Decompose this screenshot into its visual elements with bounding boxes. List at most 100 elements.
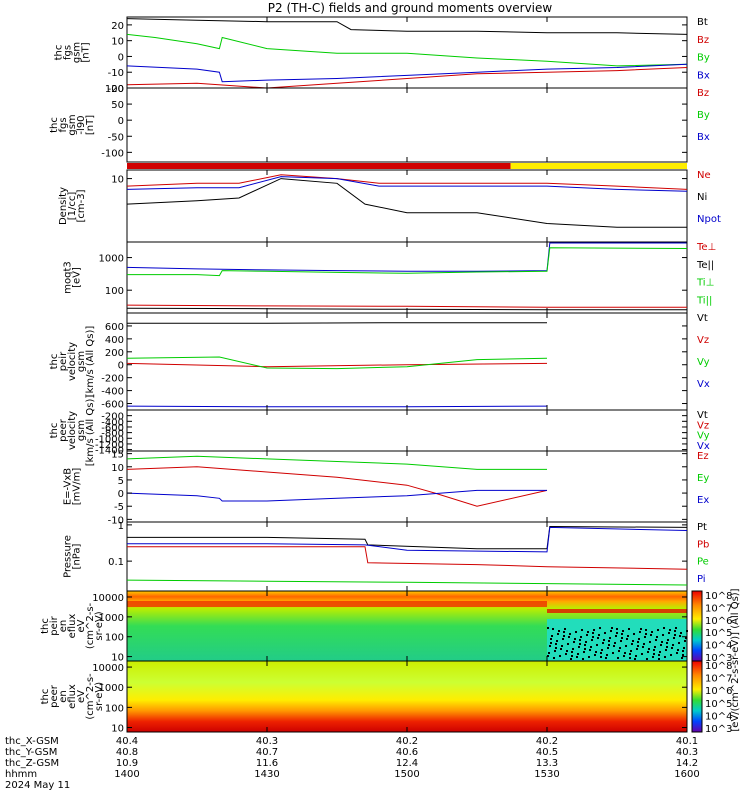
spectrogram-noise <box>585 641 587 643</box>
spectrogram-noise <box>645 629 647 631</box>
legend-Ti⊥: Ti⊥ <box>696 278 714 289</box>
spectrogram-noise <box>582 658 584 660</box>
ytick-label: -200 <box>101 374 124 385</box>
ylabel-line: sr-eV) <box>94 611 105 640</box>
footer-row-label: thc_Y-GSM <box>5 747 57 758</box>
footer-value: 13.3 <box>536 758 558 769</box>
ytick-label: 10 <box>111 175 124 186</box>
panel-frame <box>126 312 688 411</box>
ylabel-line: velocity <box>67 342 78 381</box>
legend-Vz: Vz <box>697 335 709 346</box>
ylabel-line: fgs <box>63 45 74 60</box>
series-Pb <box>127 546 688 570</box>
ytick-label: -20 <box>108 84 124 95</box>
spectrogram-noise <box>667 639 669 641</box>
ylabel-line: eV <box>76 619 87 632</box>
series-By <box>126 33 688 67</box>
colorbar-tick: 10^7 <box>705 674 732 685</box>
spectrogram-noise <box>596 644 598 646</box>
ylabel-line: peir <box>49 615 60 635</box>
ylabel-line: en <box>58 690 69 703</box>
panel-efield: 15 10 5 0 -5 -10 E=-VxB[mV/m] Ez Ey Ex <box>63 450 710 527</box>
panel-peer-eflux: 10000 1000 100 10 thcpeerenefluxeV(cm^2-s-sr… <box>40 660 688 735</box>
spectrogram-noise <box>637 645 639 647</box>
spectrogram-noise <box>608 644 610 646</box>
colorbar-tick: 10^8 <box>705 661 732 672</box>
spectrogram-noise <box>594 654 596 656</box>
ylabel-line: thc <box>49 354 60 370</box>
spectrogram-noise <box>676 652 678 654</box>
spectrogram-noise <box>568 636 570 638</box>
spectrogram-noise <box>669 629 671 631</box>
legend-Pb: Pb <box>697 539 709 550</box>
spectrogram-noise <box>628 628 630 630</box>
colorbar-tick: 10^5 <box>705 628 732 639</box>
footer-value: 10.9 <box>116 758 138 769</box>
spectrogram-noise <box>616 628 618 630</box>
ytick-label: 400 <box>105 335 124 346</box>
footer-value: 40.4 <box>116 736 138 747</box>
legend-Te⊥: Te⊥ <box>696 242 716 253</box>
spectrogram-noise <box>649 641 651 643</box>
spectrogram-noise <box>656 636 658 638</box>
spectrogram-noise <box>592 636 594 638</box>
panels: 20100-10-20thcfgsgsm[nT]BtBzByBx100500-5… <box>40 16 721 735</box>
legend-Ex: Ex <box>697 495 709 506</box>
colorbar: 10^810^710^610^510^410^310^810^710^610^5… <box>691 588 741 735</box>
footer-value: 40.2 <box>396 736 418 747</box>
spectrogram-noise <box>654 646 656 648</box>
panel-frame <box>126 409 688 452</box>
series-Te <box>126 304 687 308</box>
series-Ez <box>126 466 548 507</box>
ylabel-line: [nT] <box>81 42 92 62</box>
spectrogram-noise <box>579 643 581 645</box>
spectrogram-noise <box>673 637 675 639</box>
ylabel-line: thc <box>49 423 60 439</box>
spectrogram-noise <box>555 647 557 649</box>
spectrogram-noise <box>625 645 627 647</box>
spectrogram-noise <box>657 629 659 631</box>
spectrogram-noise <box>553 657 555 659</box>
footer-value: 40.6 <box>396 747 418 758</box>
ytick-label: -100 <box>101 148 124 159</box>
spectrogram-noise <box>555 643 557 645</box>
series-Ey <box>126 455 547 470</box>
panel-peir-eflux: 10000 1000 100 10 thcpeirenefluxeV(cm^2-s-sr… <box>40 590 688 664</box>
spectrogram-noise <box>592 632 594 634</box>
series-Npot <box>126 176 688 192</box>
ylabel-line: [km/s (All Qs)] <box>85 395 96 467</box>
spectrogram-noise <box>586 634 588 636</box>
series-Pe <box>126 579 688 586</box>
footer-value: 14.2 <box>676 758 698 769</box>
ylabel-line: Pressure <box>63 535 74 578</box>
ytick-label: 1000 <box>99 683 124 694</box>
ylabel-line: [nPa] <box>72 543 83 569</box>
spectrogram-noise <box>639 631 641 633</box>
ylabel-line: peir <box>58 351 69 371</box>
legend-Npot: Npot <box>697 214 721 225</box>
legend-Bz: Bz <box>697 88 709 99</box>
panel-status <box>127 163 687 169</box>
ytick-label: 1000 <box>99 613 124 624</box>
spectrogram-noise <box>629 653 631 655</box>
footer-value: 1430 <box>254 769 279 780</box>
ytick-label: -1200 <box>95 440 124 451</box>
ylabel-line: sr-eV) <box>94 682 105 711</box>
spectrogram-noise <box>613 645 615 647</box>
ytick-label: 100 <box>105 633 124 644</box>
series-Ti-blue <box>126 242 687 272</box>
spectrogram-noise <box>651 631 653 633</box>
ylabel-line: gsm <box>72 42 83 63</box>
spectrogram-noise <box>557 633 559 635</box>
legend-By: By <box>697 110 710 121</box>
ylabel-line: [cm-3] <box>76 189 87 222</box>
ytick-label: -600 <box>101 423 124 434</box>
spectrogram-noise <box>680 632 682 634</box>
series-Ni <box>126 178 687 228</box>
legend-Vy: Vy <box>697 357 710 368</box>
colorbar-tick: 10^4 <box>705 711 732 722</box>
ytick-label: -10 <box>108 515 124 526</box>
ytick-label: -1400 <box>95 446 124 457</box>
spectrogram-noise <box>632 640 634 642</box>
spectrogram-noise <box>629 657 631 659</box>
